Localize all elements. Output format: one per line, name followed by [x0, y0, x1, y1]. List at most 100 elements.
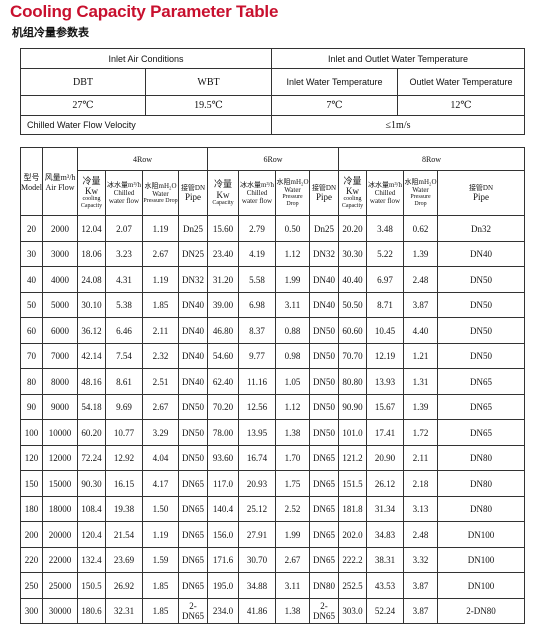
pipe-8row-cell: DN65 — [437, 394, 525, 420]
table-row: 90 9000 54.18 9.69 2.67 DN50 70.20 12.56 1.12 DN5… — [20, 394, 525, 420]
res-4row-cell: 3.29 — [142, 419, 179, 446]
res-8row-cell: 2.11 — [403, 445, 438, 471]
pipe-6row-cell: DN50 — [309, 317, 339, 344]
model-cell: 30 — [20, 241, 43, 267]
table-row: 300 30000 180.6 32.31 1.85 2-DN65 234.0 41.86 1.… — [20, 598, 525, 624]
cap-4row-cell: 180.6 — [77, 598, 106, 624]
page-subtitle: 机组冷量参数表 — [12, 27, 89, 39]
pipe-6row-cell: DN40 — [309, 266, 339, 293]
airflow-cell: 30000 — [42, 598, 78, 624]
res-6row-cell: 2.52 — [275, 496, 310, 522]
pipe-6row-cell: DN50 — [309, 419, 339, 446]
flow-8row-cell: 38.31 — [366, 547, 404, 573]
cap-header: 冷量Kw Capacity — [207, 170, 239, 216]
model-cell: 20 — [20, 215, 43, 242]
flow-8row-cell: 43.53 — [366, 572, 404, 599]
res-4row-cell: 1.19 — [142, 266, 179, 293]
group-4row: 4Row — [77, 147, 208, 171]
model-cell: 90 — [20, 394, 43, 420]
cap-6row-cell: 156.0 — [207, 521, 239, 548]
cap-4row-cell: 24.08 — [77, 266, 106, 293]
pipe-4row-cell: DN65 — [178, 470, 208, 497]
pipe-header: 接管DN Pipe — [178, 170, 208, 216]
cap-4row-cell: 132.4 — [77, 547, 106, 573]
model-cell: 100 — [20, 419, 43, 446]
flow-6row-cell: 41.86 — [238, 598, 276, 624]
flow-4row-cell: 7.54 — [105, 343, 143, 369]
pipe-6row-cell: 2-DN65 — [309, 598, 339, 624]
pipe-4row-cell: DN40 — [178, 368, 208, 395]
table-row: 150 15000 90.30 16.15 4.17 DN65 117.0 20.93 1.75… — [20, 470, 525, 497]
pipe-8row-cell: Dn32 — [437, 215, 525, 242]
pipe-4row-cell: DN32 — [178, 266, 208, 293]
airflow-cell: 22000 — [42, 547, 78, 573]
cap-6row-cell: 31.20 — [207, 266, 239, 293]
airflow-cell: 12000 — [42, 445, 78, 471]
table-row: 80 8000 48.16 8.61 2.51 DN40 62.40 11.16 1.05 DN5… — [20, 368, 525, 395]
pipe-4row-cell: DN50 — [178, 419, 208, 446]
pipe-8row-cell: DN80 — [437, 470, 525, 497]
pipe-4row-cell: DN40 — [178, 292, 208, 318]
pipe-6row-cell: DN32 — [309, 241, 339, 267]
flow-4row-cell: 9.69 — [105, 394, 143, 420]
pipe-8row-cell: DN65 — [437, 419, 525, 446]
res-6row-cell: 0.98 — [275, 343, 310, 369]
model-cell: 300 — [20, 598, 43, 624]
cap-6row-cell: 195.0 — [207, 572, 239, 599]
res-4row-cell: 2.32 — [142, 343, 179, 369]
pipe-4row-cell: DN50 — [178, 394, 208, 420]
cap-6row-cell: 54.60 — [207, 343, 239, 369]
flow-4row-cell: 2.07 — [105, 215, 143, 242]
airflow-cell: 25000 — [42, 572, 78, 599]
flow-8row-cell: 34.83 — [366, 521, 404, 548]
cap-4row-cell: 48.16 — [77, 368, 106, 395]
cap-header: 冷量Kw cooling Capacity — [77, 170, 106, 216]
table-row: 220 22000 132.4 23.69 1.59 DN65 171.6 30.70 2.67… — [20, 547, 525, 573]
flow-6row-cell: 16.74 — [238, 445, 276, 471]
res-6row-cell: 1.12 — [275, 241, 310, 267]
flow-8row-cell: 6.97 — [366, 266, 404, 293]
cap-8row-cell: 121.2 — [338, 445, 367, 471]
flow-4row-cell: 4.31 — [105, 266, 143, 293]
table-row: 60 6000 36.12 6.46 2.11 DN40 46.80 8.37 0.88 DN50… — [20, 317, 525, 344]
flow-4row-cell: 5.38 — [105, 292, 143, 318]
flow-4row-cell: 6.46 — [105, 317, 143, 344]
table-row: 100 10000 60.20 10.77 3.29 DN50 78.00 13.95 1.38… — [20, 419, 525, 446]
pipe-8row-cell: DN100 — [437, 572, 525, 599]
flow-4row-cell: 21.54 — [105, 521, 143, 548]
pipe-4row-cell: DN50 — [178, 445, 208, 471]
flow-8row-cell: 3.48 — [366, 215, 404, 242]
res-8row-cell: 1.21 — [403, 343, 438, 369]
dbt-value: 27℃ — [20, 95, 146, 116]
cap-6row-cell: 46.80 — [207, 317, 239, 344]
pipe-header: 接管DN Pipe — [309, 170, 339, 216]
pipe-6row-cell: DN50 — [309, 368, 339, 395]
flow-8row-cell: 52.24 — [366, 598, 404, 624]
pipe-8row-cell: DN65 — [437, 368, 525, 395]
flow-header: 冰水量m³/h Chilled water flow — [105, 170, 143, 216]
cap-4row-cell: 54.18 — [77, 394, 106, 420]
cap-4row-cell: 36.12 — [77, 317, 106, 344]
airflow-cell: 4000 — [42, 266, 78, 293]
flow-6row-cell: 11.16 — [238, 368, 276, 395]
flow-velocity-value: ≤1m/s — [271, 115, 526, 135]
outlet-water-value: 12℃ — [397, 95, 526, 116]
pipe-8row-cell: DN80 — [437, 445, 525, 471]
res-4row-cell: 1.85 — [142, 598, 179, 624]
table-row: 250 25000 150.5 26.92 1.85 DN65 195.0 34.88 3.11… — [20, 572, 525, 599]
res-8row-cell: 2.48 — [403, 266, 438, 293]
res-8row-cell: 1.39 — [403, 241, 438, 267]
table-row: 70 7000 42.14 7.54 2.32 DN40 54.60 9.77 0.98 DN50… — [20, 343, 525, 369]
pipe-8row-cell: DN50 — [437, 343, 525, 369]
outlet-water-label: Outlet Water Temperature — [397, 68, 526, 96]
flow-6row-cell: 34.88 — [238, 572, 276, 599]
res-6row-cell: 3.11 — [275, 292, 310, 318]
inlet-water-value: 7℃ — [271, 95, 399, 116]
model-cell: 220 — [20, 547, 43, 573]
pipe-6row-cell: DN50 — [309, 394, 339, 420]
cap-8row-cell: 90.90 — [338, 394, 367, 420]
pipe-6row-cell: DN65 — [309, 496, 339, 522]
flow-6row-cell: 27.91 — [238, 521, 276, 548]
wbt-value: 19.5℃ — [144, 95, 273, 116]
pipe-8row-cell: DN80 — [437, 496, 525, 522]
